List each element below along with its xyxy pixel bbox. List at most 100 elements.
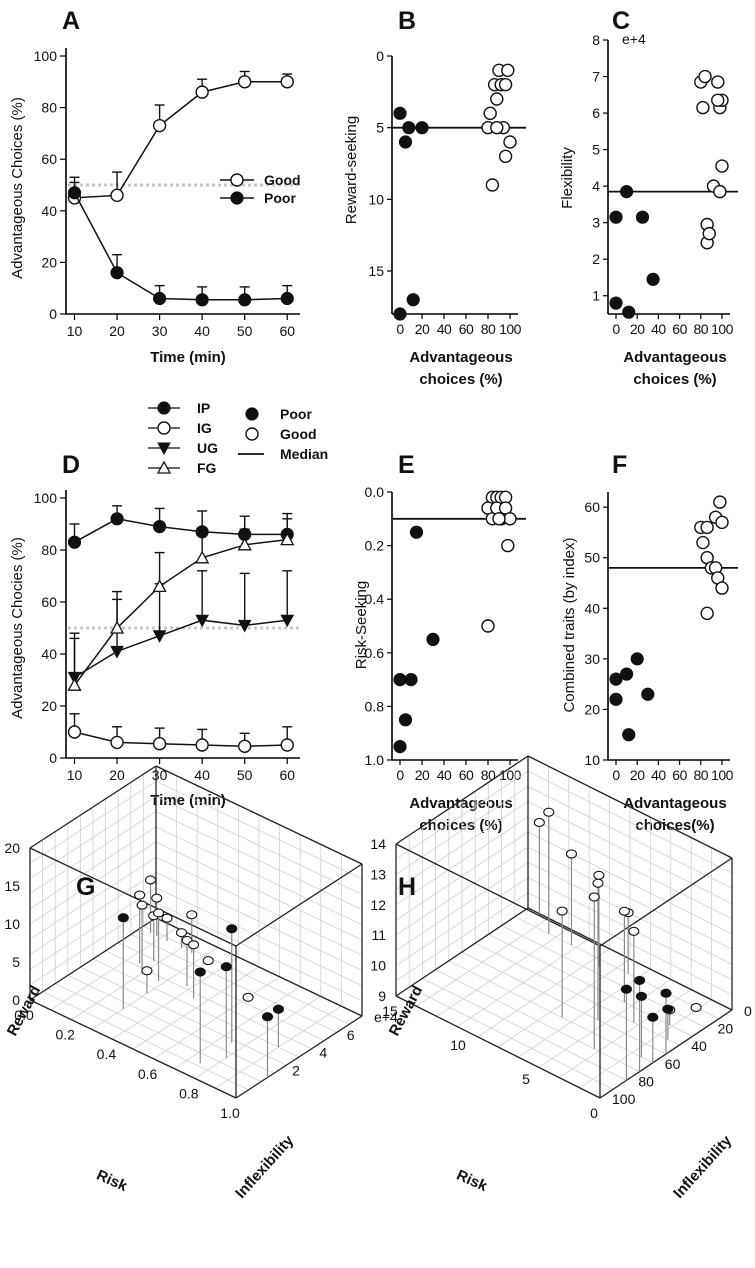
axis-label-risk: Risk <box>454 1167 490 1196</box>
risk-tick-label: 0.2 <box>55 1027 75 1043</box>
grid-line <box>155 811 363 910</box>
series-line-IP <box>74 518 288 543</box>
point-good <box>483 106 497 121</box>
point-good <box>715 515 729 530</box>
y-axis-label: Advantageous Chocies (%) <box>9 537 26 719</box>
point-IG <box>237 739 252 753</box>
y-axis-label: Risk-Seeking <box>353 581 370 669</box>
reward-tick-label: 9 <box>378 988 386 1004</box>
reward-tick-label: 0 <box>12 992 20 1008</box>
frame-edge <box>395 907 529 997</box>
point-FG <box>152 579 167 593</box>
y-tick-label: 40 <box>41 203 57 219</box>
grid-line <box>155 826 363 926</box>
infl-tick-label: 4 <box>319 1045 327 1061</box>
point-Poor <box>110 266 124 280</box>
y-tick-label: 0 <box>49 750 57 766</box>
panel-label: B <box>398 7 416 35</box>
grid-line <box>395 816 529 906</box>
series-line-IG <box>74 731 288 748</box>
grid-line <box>143 925 350 1025</box>
risk-tick-label: 0.8 <box>179 1085 199 1101</box>
axis-label-reward: Reward <box>4 983 44 1039</box>
legend-label-poor: Poor <box>264 190 296 206</box>
panel-label: C <box>612 7 630 35</box>
point-good <box>565 849 578 859</box>
y-tick-label: 0 <box>376 48 384 64</box>
point-good <box>188 940 200 950</box>
point-good <box>698 69 712 84</box>
panel-label: G <box>76 873 95 901</box>
point-FG <box>67 677 82 691</box>
grid-line <box>105 950 312 1050</box>
point-good <box>713 184 727 199</box>
grid-line <box>155 841 363 941</box>
x-tick-label: 60 <box>672 767 687 783</box>
legend-label-Good: Good <box>280 426 317 442</box>
legend-label-IP: IP <box>197 400 210 416</box>
grid-line <box>194 996 322 1079</box>
point-poor <box>226 924 238 934</box>
series-line-Good <box>74 81 288 199</box>
y-tick-label: 0.8 <box>365 698 385 714</box>
grid-line <box>130 934 337 1033</box>
y-tick-label: 10 <box>584 752 600 768</box>
point-poor <box>619 667 634 681</box>
point-good <box>503 512 517 526</box>
point-IP <box>110 512 124 526</box>
x-tick-label: 100 <box>499 767 522 783</box>
point-Good <box>152 118 167 133</box>
point-poor <box>635 210 650 224</box>
point-poor <box>261 1012 274 1022</box>
point-good <box>556 906 568 916</box>
grid-line <box>29 796 157 879</box>
x-tick-label: 40 <box>194 767 210 783</box>
point-Poor <box>67 186 82 200</box>
x-axis-label-line2: choices (%) <box>419 371 502 388</box>
grid-line <box>395 786 529 875</box>
point-good <box>715 159 729 173</box>
frame-edge <box>235 1015 363 1099</box>
risk-tick-label: 5 <box>522 1071 530 1087</box>
risk-tick-label: 0 <box>590 1105 598 1121</box>
grid-line <box>29 780 157 864</box>
x-tick-label: 100 <box>711 321 734 337</box>
point-good <box>498 77 513 92</box>
x-tick-label: 0 <box>396 767 404 783</box>
y-tick-label: 100 <box>34 48 58 64</box>
point-good <box>690 1002 702 1013</box>
panel-E: 0.0 0.2 0.4 0.6 0.8 1.0 0 20 40 60 80 100 Advantageo… <box>353 451 526 834</box>
point-good <box>136 900 148 910</box>
frame-edge <box>155 765 363 865</box>
point-good <box>593 870 605 880</box>
y-tick-label: 0.6 <box>365 645 385 661</box>
point-poor <box>635 991 648 1001</box>
grid-line <box>558 989 692 1078</box>
grid-line <box>527 786 733 889</box>
legend-label-Poor: Poor <box>280 406 312 422</box>
y-tick-label: 7 <box>592 69 600 85</box>
frame-edge <box>29 999 237 1099</box>
y-tick-label: 30 <box>584 651 600 667</box>
point-good <box>153 908 165 918</box>
grid-line <box>527 770 733 874</box>
risk-tick-label: 15 <box>382 1003 398 1019</box>
grid-line <box>538 979 672 1068</box>
grid-line <box>475 942 680 1046</box>
point-poor <box>609 296 623 310</box>
y-tick-label: 60 <box>41 594 57 610</box>
point-good <box>492 512 506 526</box>
point-good <box>490 92 504 106</box>
point-good <box>175 928 187 938</box>
x-tick-label: 100 <box>711 767 734 783</box>
x-tick-label: 50 <box>237 767 253 783</box>
point-good <box>501 538 515 553</box>
y-tick-label: 5 <box>376 120 384 136</box>
grid-line <box>395 770 529 860</box>
reward-tick-label: 5 <box>12 954 20 970</box>
y-tick-label: 6 <box>592 105 600 121</box>
panel-label: E <box>398 451 415 479</box>
point-good <box>134 890 146 900</box>
point-UG <box>280 614 295 628</box>
